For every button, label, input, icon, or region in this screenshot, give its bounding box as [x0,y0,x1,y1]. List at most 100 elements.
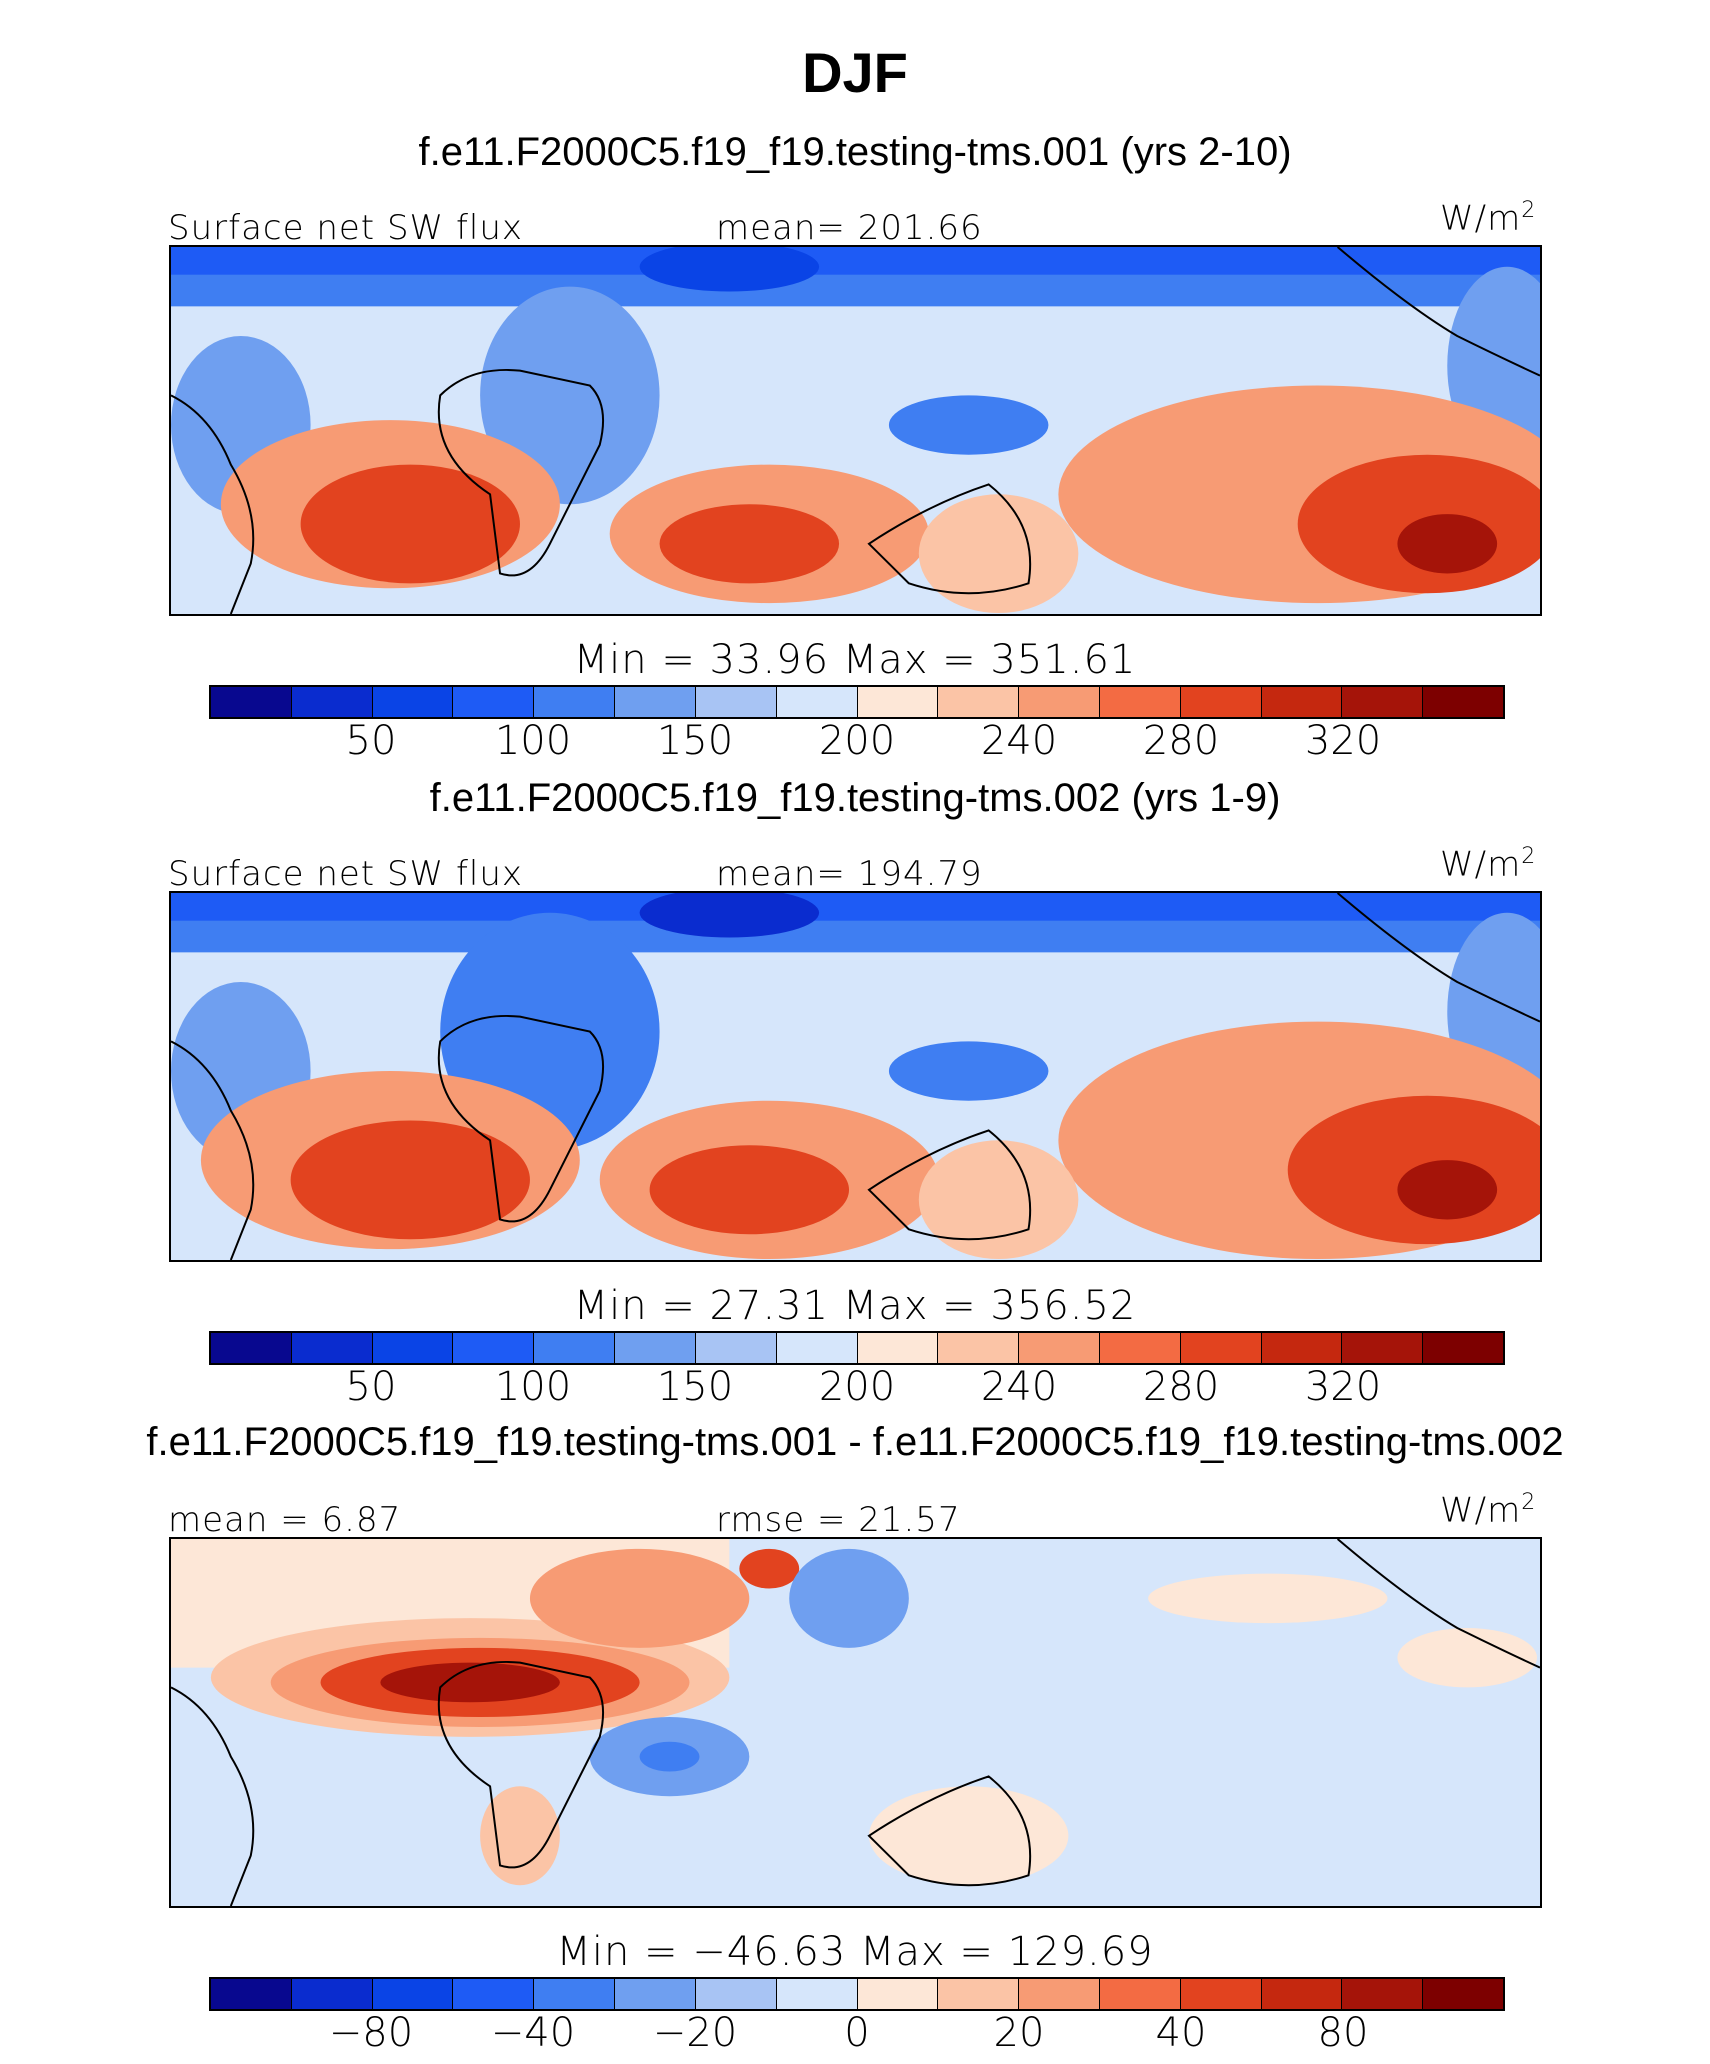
panel1-cbar-box [372,687,454,717]
panel2-cbar-box [1019,1333,1100,1363]
panel1-asia-low [639,247,820,292]
panel3-cbar-box [372,1979,454,2009]
panel2-cbar-box [372,1333,454,1363]
panel3-samerica-coast [171,1686,255,1906]
panel1-cbar-box [615,687,696,717]
panel1-cbar-box [291,687,373,717]
panel2-map [169,891,1542,1262]
panel2-cbar-box [211,1333,292,1363]
panel2-maritime-cloud [888,1041,1049,1101]
panel1-cbar-box [534,687,616,717]
panel1-north-band-dark [171,247,1540,275]
panel2-australia [918,1140,1079,1260]
panel3-camerica-pos [1397,1628,1538,1688]
panel2-tick-label: 320 [1304,1364,1382,1410]
panel2-tick-label: 150 [656,1364,734,1410]
panel1-australia-coast [867,483,1032,595]
panel1-sind-core [659,504,840,584]
panel3-australia-coast [867,1775,1032,1887]
panel3-tick-label: 20 [993,2010,1045,2056]
panel2-cbar-box [1423,1333,1503,1363]
panel1-cbar-box [453,687,535,717]
panel1-case-title: f.e11.F2000C5.f19_f19.testing-tms.001 (y… [418,130,1292,174]
panel3-tick-label: −20 [652,2010,738,2056]
panel3-colorbar [209,1977,1505,2011]
panel1-africa-coast [437,369,605,577]
panel1-variable-label: Surface net SW flux [168,208,524,248]
panel1-cbar-box [776,687,858,717]
panel2-australia-coast [867,1129,1032,1241]
panel2-cbar-box [1180,1333,1262,1363]
panel1-cbar-box [1019,687,1100,717]
panel3-cbar-box [1342,1979,1424,2009]
panel1-tick-label: 50 [345,718,397,764]
panel2-tick-label: 280 [1142,1364,1220,1410]
panel1-tick-label: 200 [818,718,896,764]
panel2-variable-label: Surface net SW flux [168,854,524,894]
panel1-cbar-box [857,687,939,717]
panel2-tick-label: 200 [818,1364,896,1410]
panel2-tick-label: 100 [494,1364,572,1410]
panel2-units-label: W/m2 [1440,844,1537,885]
panel2-spac-max [1397,1160,1498,1220]
panel3-tick-label: −40 [490,2010,576,2056]
panel2-tick-label: 50 [345,1364,397,1410]
panel3-australia-pos [868,1786,1069,1886]
panel3-china-neg [789,1548,909,1648]
panel3-cbar-box [857,1979,939,2009]
panel3-map [169,1537,1542,1908]
panel2-cbar-box [453,1333,535,1363]
panel3-minmax: Min = −46.63 Max = 129.69 [556,1929,1154,1975]
panel1-cbar-labels: 50 100 150 200 240 280 320 [209,718,1505,766]
panel3-cbar-box [1019,1979,1100,2009]
panel3-cbar-box [776,1979,858,2009]
panel3-tick-label: 80 [1317,2010,1369,2056]
panel3-rmse-label: rmse = 21.57 [716,1500,961,1540]
panel1-cbar-box [1099,687,1181,717]
panel3-cbar-box [534,1979,616,2009]
panel2-mean-label: mean= 194.79 [716,854,983,894]
panel3-cbar-box [291,1979,373,2009]
panel2-sind-core [649,1145,850,1235]
panel3-indian-neg-core [639,1741,700,1772]
panel1-samerica-coast [171,394,255,614]
panel3-cbar-labels: −80 −40 −20 0 20 40 80 [209,2010,1505,2058]
panel3-cbar-box [1180,1979,1262,2009]
panel2-cbar-box [1261,1333,1343,1363]
panel2-asia-low [639,893,820,938]
panel1-australia [918,494,1079,614]
panel3-arabia-pos [529,1548,750,1648]
panel3-case-title: f.e11.F2000C5.f19_f19.testing-tms.001 - … [146,1420,1564,1464]
panel2-cbar-box [695,1333,777,1363]
panel1-mean-label: mean= 201.66 [716,208,983,248]
panel3-units-label: W/m2 [1440,1490,1537,1531]
panel3-mean-label: mean = 6.87 [168,1500,402,1540]
panel3-tick-label: 40 [1155,2010,1207,2056]
panel2-africa-coast [437,1015,605,1223]
panel3-npac-pos [1148,1573,1388,1624]
panel1-tick-label: 100 [494,718,572,764]
panel2-cbar-box [938,1333,1020,1363]
panel3-tick-label: −80 [328,2010,414,2056]
panel2-namerica-coast [1336,893,1540,1023]
panel1-cbar-box [211,687,292,717]
panel2-tick-label: 240 [980,1364,1058,1410]
panel3-cbar-box [453,1979,535,2009]
panel1-units-label: W/m2 [1440,198,1537,239]
panel1-tick-label: 240 [980,718,1058,764]
panel3-cbar-box [211,1979,292,2009]
panel1-africa-cloud [480,286,660,505]
panel1-cbar-box [938,687,1020,717]
panel1-map [169,245,1542,616]
panel3-tick-label: 0 [844,2010,870,2056]
panel2-cbar-box [857,1333,939,1363]
panel1-satl-core [300,464,520,584]
panel2-cbar-box [776,1333,858,1363]
panel3-africa-coast [437,1661,605,1869]
panel3-sahel-core [380,1662,560,1703]
panel3-cbar-box [1423,1979,1503,2009]
panel1-cbar-box [1342,687,1424,717]
panel1-cbar-box [1261,687,1343,717]
panel2-cbar-box [1099,1333,1181,1363]
panel1-cbar-box [1180,687,1262,717]
